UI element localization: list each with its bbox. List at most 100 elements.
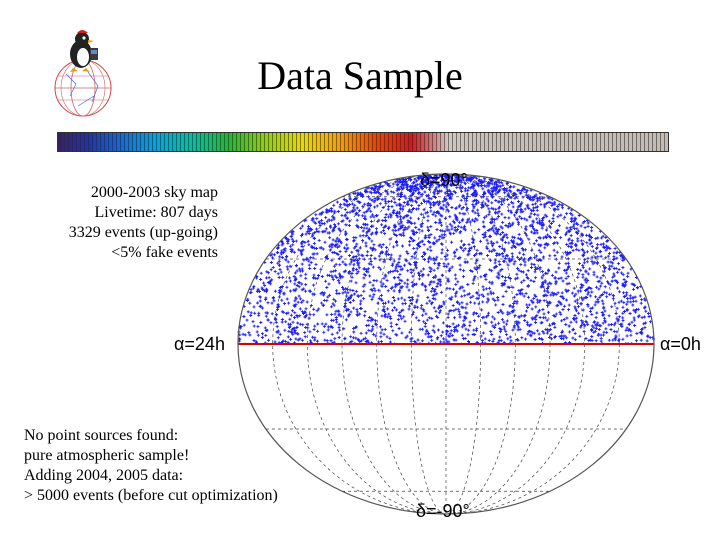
event-point	[422, 309, 426, 313]
event-point	[258, 299, 262, 303]
event-point	[634, 339, 638, 343]
event-point	[465, 221, 469, 225]
event-point	[304, 307, 308, 311]
event-point	[500, 246, 504, 250]
event-point	[315, 309, 319, 313]
event-point	[475, 327, 479, 331]
event-point	[599, 333, 603, 337]
event-point	[573, 314, 577, 317]
event-point	[628, 294, 632, 298]
event-point	[389, 317, 393, 320]
event-point	[475, 192, 479, 196]
conclusion-line: > 5000 events (before cut optimization)	[24, 487, 278, 504]
event-point	[293, 271, 297, 275]
event-point	[508, 277, 512, 280]
event-point	[631, 296, 635, 300]
event-point	[519, 242, 523, 246]
event-point	[556, 228, 560, 232]
event-point	[434, 196, 437, 199]
event-point	[257, 313, 261, 317]
event-point	[487, 213, 491, 217]
event-point	[399, 217, 403, 221]
event-point	[436, 192, 440, 196]
event-point	[599, 339, 603, 343]
event-point	[516, 266, 519, 270]
event-point	[446, 181, 450, 185]
event-point	[343, 336, 347, 340]
event-point	[442, 302, 446, 306]
event-point	[512, 295, 516, 299]
event-point	[564, 271, 568, 275]
event-point	[445, 329, 449, 333]
event-point	[323, 240, 327, 244]
event-point	[317, 307, 321, 311]
event-point	[501, 231, 505, 234]
event-point	[432, 289, 436, 293]
event-point	[472, 180, 476, 184]
event-point	[454, 277, 458, 281]
event-point	[384, 252, 388, 256]
event-point	[480, 179, 484, 183]
event-point	[590, 290, 594, 294]
event-point	[481, 331, 485, 335]
event-point	[402, 179, 406, 183]
event-point	[402, 315, 406, 319]
event-point	[524, 337, 527, 341]
event-point	[534, 205, 538, 209]
event-point	[547, 219, 551, 223]
event-point	[490, 206, 494, 210]
event-point	[415, 298, 419, 302]
event-point	[516, 236, 520, 240]
event-point	[345, 217, 349, 220]
event-point	[537, 248, 541, 252]
event-point	[338, 205, 342, 209]
event-point	[612, 274, 616, 278]
event-point	[446, 228, 450, 232]
event-point	[565, 226, 569, 230]
event-point	[364, 273, 368, 277]
event-point	[426, 199, 430, 203]
event-point	[395, 308, 398, 312]
event-point	[570, 213, 574, 217]
event-point	[616, 270, 619, 274]
event-point	[342, 327, 346, 331]
event-point	[480, 184, 484, 187]
event-point	[590, 229, 594, 233]
event-point	[482, 236, 486, 240]
event-point	[468, 177, 472, 181]
event-point	[564, 262, 568, 266]
event-point	[640, 332, 644, 336]
event-point	[299, 274, 303, 278]
event-point	[601, 292, 605, 296]
event-point	[439, 205, 443, 209]
event-point	[408, 197, 412, 201]
event-point	[591, 262, 595, 266]
event-point	[561, 206, 564, 210]
event-point	[590, 324, 594, 328]
event-point	[571, 336, 575, 340]
event-point	[623, 280, 627, 284]
event-point	[373, 256, 377, 260]
event-point	[532, 280, 536, 283]
event-point	[558, 334, 562, 338]
event-point	[545, 228, 548, 232]
event-point	[589, 294, 592, 298]
event-point	[463, 260, 467, 264]
event-point	[583, 226, 587, 230]
event-point	[423, 185, 426, 188]
event-point	[513, 299, 517, 303]
event-point	[431, 287, 435, 290]
event-point	[533, 256, 537, 260]
event-point	[577, 272, 581, 276]
event-point	[433, 293, 437, 297]
event-point	[424, 211, 428, 215]
event-point	[533, 338, 537, 341]
event-point	[573, 227, 577, 231]
event-point	[286, 335, 290, 339]
event-point	[470, 269, 474, 273]
event-point	[333, 337, 337, 341]
event-point	[328, 293, 331, 297]
event-point	[400, 279, 404, 283]
event-point	[460, 176, 464, 180]
event-point	[543, 203, 546, 207]
